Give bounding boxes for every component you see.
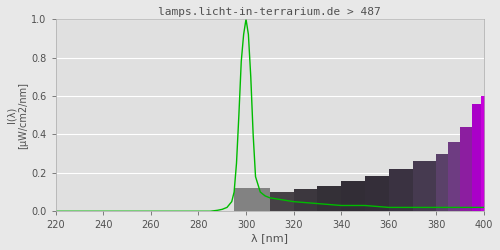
X-axis label: λ [nm]: λ [nm] <box>252 233 288 243</box>
Title: lamps.licht-in-terrarium.de > 487: lamps.licht-in-terrarium.de > 487 <box>158 7 381 17</box>
Y-axis label: I(λ)
[µW/cm2/nm]: I(λ) [µW/cm2/nm] <box>7 82 28 149</box>
